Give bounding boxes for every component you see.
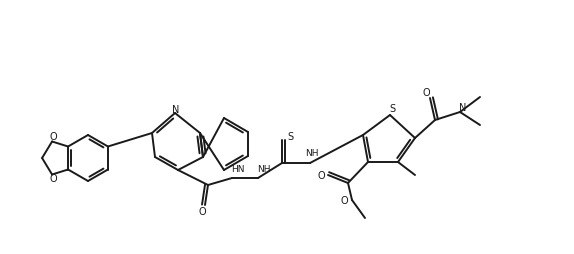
Text: NH: NH — [257, 166, 271, 174]
Text: O: O — [317, 171, 325, 181]
Text: O: O — [340, 196, 348, 206]
Text: O: O — [49, 133, 57, 142]
Text: O: O — [49, 173, 57, 183]
Text: NH: NH — [305, 150, 319, 158]
Text: HN: HN — [231, 166, 245, 174]
Text: O: O — [198, 207, 206, 217]
Text: S: S — [389, 104, 395, 114]
Text: N: N — [172, 105, 180, 115]
Text: O: O — [422, 88, 430, 98]
Text: N: N — [459, 103, 467, 113]
Text: S: S — [287, 132, 293, 142]
